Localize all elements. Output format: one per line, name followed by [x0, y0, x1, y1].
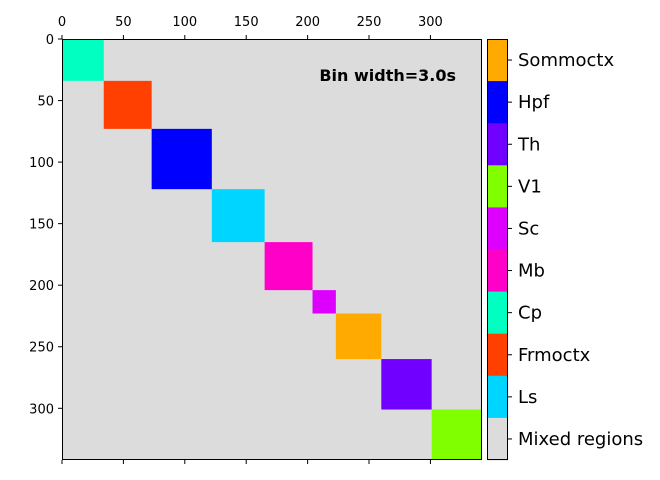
- legend-swatch-hpf: [487, 81, 508, 124]
- legend-label: Ls: [518, 387, 537, 408]
- x-tick-label: 250: [357, 15, 382, 30]
- legend-label: Mixed regions: [518, 429, 643, 450]
- y-tick-label: 250: [29, 341, 54, 356]
- y-tick-label: 200: [29, 279, 54, 294]
- legend-swatch-mb: [487, 249, 508, 293]
- legend-swatch-sommoctx: [487, 39, 508, 82]
- bin-width-annotation: Bin width=3.0s: [319, 66, 456, 85]
- heatmap-block-cp: [62, 39, 104, 81]
- y-tick-label: 300: [29, 402, 54, 417]
- y-axis: 0 50 100 150 200 250 300: [29, 33, 62, 417]
- x-tick-label: 0: [58, 15, 66, 30]
- plot-frame: [62, 39, 482, 460]
- legend-label: Cp: [518, 303, 542, 324]
- legend-swatch-cp: [487, 291, 508, 335]
- legend-label: Mb: [518, 261, 545, 282]
- x-tick-label: 150: [234, 15, 259, 30]
- legend-label: V1: [518, 176, 542, 197]
- heatmap-block-sc: [312, 290, 336, 314]
- y-tick-label: 150: [29, 218, 54, 233]
- heatmap-block-v1: [431, 409, 482, 460]
- legend-swatch-mixed-regions: [487, 417, 508, 461]
- heatmap-block-th: [381, 359, 432, 410]
- heatmap-block-ls: [211, 189, 265, 243]
- y-tick-label: 100: [29, 156, 54, 171]
- legend-label: Hpf: [518, 92, 550, 113]
- heatmap-block-mb: [264, 242, 313, 291]
- x-tick-label: 100: [172, 15, 197, 30]
- x-tick-label: 200: [295, 15, 320, 30]
- x-axis: 0 50 100 150 200 250 300: [58, 15, 443, 464]
- x-tick-label: 300: [418, 15, 443, 30]
- legend-label: Sommoctx: [518, 50, 614, 71]
- legend-label: Sc: [518, 218, 539, 239]
- y-tick-label: 0: [46, 33, 54, 48]
- y-tick-label: 50: [37, 95, 54, 110]
- legend-label: Th: [517, 134, 540, 155]
- heatmap-block-frmoctx: [103, 80, 152, 129]
- plot-area: [62, 39, 482, 460]
- legend-label: Frmoctx: [518, 345, 591, 366]
- legend-swatch-sc: [487, 207, 508, 250]
- legend-swatch-th: [487, 123, 508, 166]
- legend-swatch-ls: [487, 375, 508, 419]
- x-tick-label: 50: [115, 15, 132, 30]
- legend-swatch-v1: [487, 165, 508, 208]
- legend: Sommoctx Hpf Th V1 Sc Mb Cp Frmoctx Ls Mixed regi…: [487, 39, 643, 461]
- legend-swatch-frmoctx: [487, 333, 508, 377]
- heatmap-block-hpf: [151, 128, 212, 190]
- heatmap-block-sommoctx: [335, 313, 382, 360]
- legend-frame: [487, 39, 508, 460]
